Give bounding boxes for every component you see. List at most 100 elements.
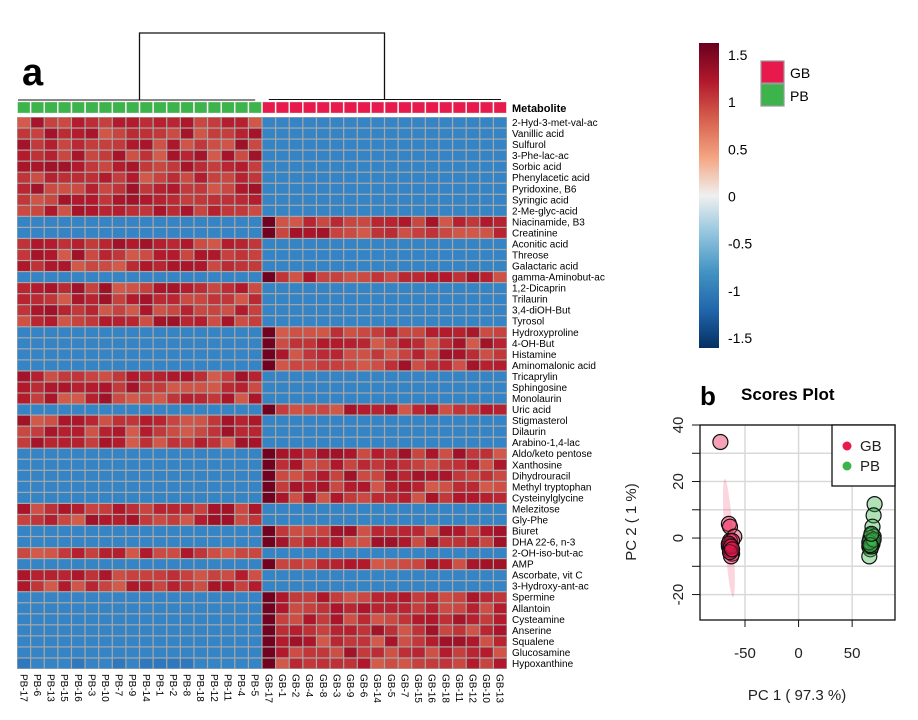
heatmap-cell <box>31 349 44 360</box>
heatmap-cell <box>425 338 439 349</box>
color-scale-tick-label: -1 <box>728 283 741 299</box>
heatmap-cell <box>126 117 139 128</box>
heatmap-cell <box>153 570 167 581</box>
heatmap-cell <box>439 294 452 305</box>
heatmap-cell <box>208 614 221 625</box>
heatmap-cell <box>140 592 153 603</box>
heatmap-cell <box>412 625 425 636</box>
heatmap-cell <box>235 338 248 349</box>
heatmap-cell <box>385 371 398 382</box>
heatmap-cell <box>72 459 85 470</box>
heatmap-cell <box>31 592 44 603</box>
heatmap-cell <box>317 559 330 570</box>
heatmap-cell <box>398 481 412 492</box>
heatmap-cell <box>398 570 412 581</box>
heatmap-cell <box>235 592 248 603</box>
heatmap-cell <box>262 272 276 282</box>
heatmap-cell <box>344 250 357 260</box>
heatmap-cell <box>330 360 344 371</box>
heatmap-cell <box>248 426 262 437</box>
heatmap-cell <box>425 415 439 426</box>
heatmap-cell <box>439 261 452 271</box>
heatmap-cell <box>357 239 371 249</box>
column-label: PB-11 <box>222 674 233 701</box>
heatmap-cell <box>493 548 507 558</box>
heatmap-cell <box>425 581 439 592</box>
heatmap-cell <box>453 504 466 514</box>
heatmap-cell <box>398 537 412 547</box>
heatmap-cell <box>357 636 371 647</box>
heatmap-cell <box>140 205 153 216</box>
heatmap-cell <box>289 205 303 216</box>
heatmap-cell <box>194 272 207 282</box>
heatmap-cell <box>180 294 194 305</box>
heatmap-cell <box>262 172 276 183</box>
heatmap-cell <box>153 250 167 260</box>
heatmap-cell <box>357 161 371 172</box>
heatmap-cell <box>248 360 262 371</box>
heatmap-cell <box>453 426 466 437</box>
heatmap-cell <box>276 603 289 614</box>
heatmap-cell <box>85 647 99 658</box>
scatter-legend-label-gb: GB <box>860 438 882 455</box>
heatmap-cell <box>167 459 180 470</box>
heatmap-cell <box>330 305 344 316</box>
row-label: Histamine <box>512 350 557 361</box>
heatmap-cell <box>317 614 330 625</box>
heatmap-cell <box>344 592 357 603</box>
column-label: PB-15 <box>58 674 69 702</box>
heatmap-cell <box>303 316 316 327</box>
heatmap-cell <box>99 205 112 216</box>
heatmap-cell <box>44 559 58 570</box>
annotation-cell <box>452 101 466 114</box>
heatmap-cell <box>357 316 371 327</box>
heatmap-cell <box>194 239 207 249</box>
heatmap-cell <box>208 448 221 459</box>
heatmap-cell <box>248 150 262 161</box>
row-label: Allantoin <box>512 604 550 615</box>
heatmap-cell <box>330 371 344 382</box>
heatmap-cell <box>317 349 330 360</box>
heatmap-cell <box>112 614 126 625</box>
heatmap-cell <box>248 393 262 404</box>
heatmap-cell <box>276 239 289 249</box>
heatmap-cell <box>330 261 344 271</box>
heatmap-cell <box>480 139 493 150</box>
heatmap-cell <box>289 216 303 227</box>
heatmap-cell <box>357 614 371 625</box>
heatmap-cell <box>235 128 248 139</box>
heatmap-cell <box>248 338 262 349</box>
heatmap-cell <box>72 161 85 172</box>
heatmap-cell <box>262 526 276 536</box>
heatmap-cell <box>112 139 126 150</box>
heatmap-cell <box>385 283 398 294</box>
row-label: Sulfurol <box>512 140 546 151</box>
heatmap-cell <box>99 559 112 570</box>
heatmap-cell <box>194 515 207 525</box>
heatmap-cell <box>167 250 180 260</box>
heatmap-cell <box>72 371 85 382</box>
heatmap-cell <box>153 161 167 172</box>
heatmap-cell <box>180 559 194 570</box>
heatmap-cell <box>262 150 276 161</box>
heatmap-cell <box>317 625 330 636</box>
heatmap-cell <box>72 150 85 161</box>
heatmap-cell <box>276 139 289 150</box>
heatmap-cell <box>58 415 71 426</box>
heatmap-cell <box>371 371 384 382</box>
heatmap-cell <box>58 470 71 481</box>
row-label: Hydroxyproline <box>512 328 579 339</box>
heatmap-cell <box>31 316 44 327</box>
heatmap-cell <box>398 205 412 216</box>
heatmap-cell <box>303 150 316 161</box>
heatmap-cell <box>58 128 71 139</box>
heatmap-cell <box>194 437 207 448</box>
heatmap-cell <box>85 459 99 470</box>
heatmap-cell <box>371 150 384 161</box>
heatmap-cell <box>72 625 85 636</box>
heatmap-cell <box>357 504 371 514</box>
heatmap-cell <box>439 316 452 327</box>
annotation-cell <box>316 101 330 114</box>
heatmap-cell <box>112 470 126 481</box>
